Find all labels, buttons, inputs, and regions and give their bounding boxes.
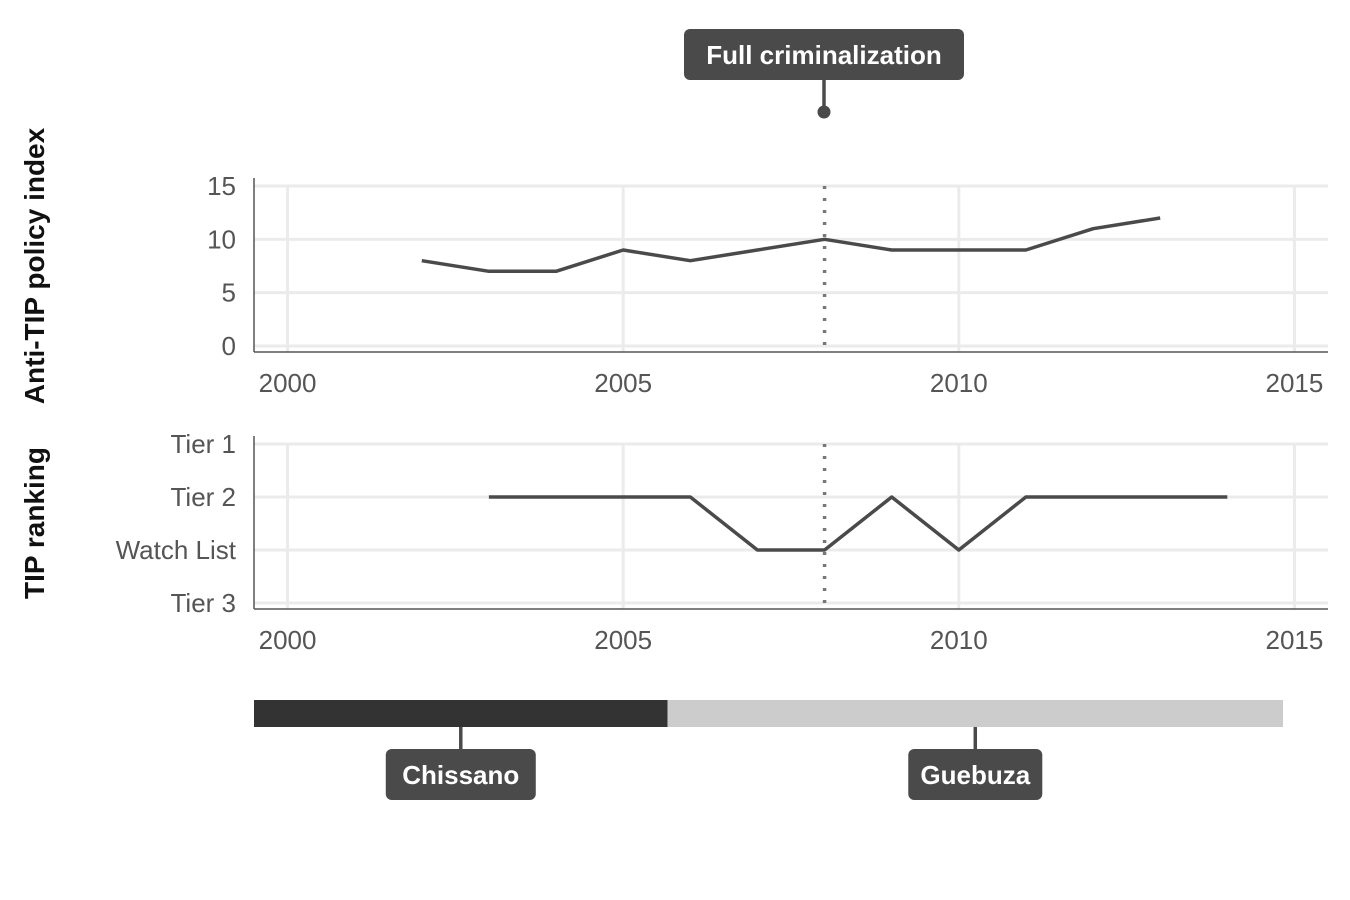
- policy-index-y-tick-label: 0: [222, 331, 236, 361]
- policy-index-y-label: Anti-TIP policy index: [19, 127, 50, 404]
- timeline-segment-chissano: [254, 700, 668, 727]
- policy-index-x-tick-label: 2000: [259, 368, 317, 398]
- event-callout-box: [684, 29, 964, 80]
- event-callout-dot: [817, 105, 831, 119]
- event-marker: Full criminalization: [684, 29, 964, 119]
- tip-ranking-x-tick-label: 2010: [930, 625, 988, 655]
- policy-index-x-tick-label: 2005: [594, 368, 652, 398]
- policy-index-x-tick-label: 2010: [930, 368, 988, 398]
- tip-ranking-x-tick-label: 2000: [259, 625, 317, 655]
- tip-ranking-y-tick-label: Tier 1: [171, 429, 237, 459]
- policy-index-series-line: [421, 216, 1161, 274]
- tip-ranking-y-tick-label: Tier 3: [171, 588, 237, 618]
- tip-ranking-y-label: TIP ranking: [19, 447, 50, 599]
- tip-ranking-series-line: [488, 495, 1228, 552]
- policy-index-panel: 2000 2005 2010 2015 0 5 10 15: [207, 171, 1328, 398]
- timeline-callout-box: [908, 749, 1043, 800]
- timeline-callout-label: Chissano: [402, 760, 519, 790]
- tip-ranking-x-tick-label: 2015: [1266, 625, 1324, 655]
- policy-index-y-tick-label: 15: [207, 171, 236, 201]
- tip-ranking-panel: 2000 2005 2010 2015 Tier 1 Tier 2 Watch List Ti…: [116, 429, 1328, 655]
- presidency-timeline: Chissano Guebuza: [254, 700, 1283, 800]
- tip-ranking-y-tick-label: Watch List: [116, 535, 237, 565]
- policy-index-y-tick-label: 5: [222, 278, 236, 308]
- tip-ranking-y-tick-label: Tier 2: [171, 482, 237, 512]
- policy-index-y-tick-label: 10: [207, 224, 236, 254]
- timeline-segment-guebuza: [667, 700, 1283, 727]
- tip-ranking-x-tick-label: 2005: [594, 625, 652, 655]
- policy-index-x-tick-label: 2015: [1266, 368, 1324, 398]
- timeline-callout-box: [385, 749, 536, 800]
- timeline-callout-label: Guebuza: [920, 760, 1030, 790]
- event-callout-label: Full criminalization: [706, 40, 941, 70]
